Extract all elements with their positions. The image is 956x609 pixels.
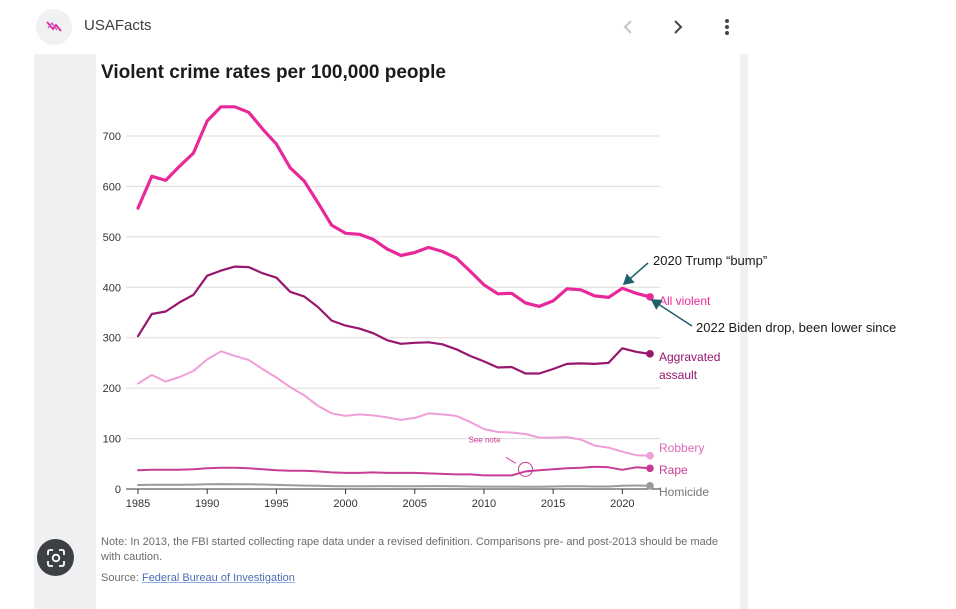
series-line-rape <box>137 465 651 477</box>
y-tick-label: 400 <box>103 282 121 294</box>
series-label-robbery: Robbery <box>659 441 704 455</box>
chart-note: Note: In 2013, the FBI started collectin… <box>101 536 718 563</box>
series-label-aggravated_assault: Aggravated <box>659 350 720 364</box>
chart-source: Source: Federal Bureau of Investigation <box>101 572 295 584</box>
more-vert-icon <box>725 19 729 35</box>
annotation-trump: 2020 Trump “bump” <box>653 253 768 268</box>
series-label-homicide: Homicide <box>659 485 709 499</box>
series-line-homicide <box>137 483 651 488</box>
source-prefix: Source: <box>101 572 142 584</box>
end-point-homicide <box>646 482 654 490</box>
left-panel <box>34 54 96 609</box>
forward-button[interactable] <box>664 13 692 41</box>
x-tick-label: 2005 <box>403 498 427 510</box>
app-title: USAFacts <box>84 17 152 34</box>
x-tick-label: 2015 <box>541 498 565 510</box>
x-tick-label: 2020 <box>610 498 634 510</box>
end-point-robbery <box>646 451 654 460</box>
end-point-all_violent <box>646 293 654 301</box>
see-note-label: See note <box>469 435 502 444</box>
x-tick-label: 1985 <box>126 498 150 510</box>
series-line-aggravated_assault <box>136 265 652 375</box>
chart-title: Violent crime rates per 100,000 people <box>101 62 446 83</box>
y-tick-label: 100 <box>103 434 121 446</box>
annotation-biden: 2022 Biden drop, been lower since <box>696 320 897 335</box>
x-tick-label: 2000 <box>333 498 357 510</box>
y-tick-label: 200 <box>103 383 121 395</box>
y-tick-label: 300 <box>103 333 121 345</box>
series-label-aggravated_assault: assault <box>659 368 698 382</box>
series-label-rape: Rape <box>659 463 688 477</box>
series-line-all_violent <box>136 105 652 308</box>
usafacts-flag-icon[interactable] <box>36 9 72 45</box>
series-line-robbery <box>137 350 651 457</box>
y-tick-label: 500 <box>103 232 121 244</box>
google-lens-icon <box>46 548 65 567</box>
source-link[interactable]: Federal Bureau of Investigation <box>141 572 295 584</box>
see-note-circle <box>517 461 533 477</box>
end-point-rape <box>646 464 654 473</box>
app-bar: USAFacts <box>0 0 956 54</box>
right-panel <box>740 54 748 609</box>
annotation-arrow-biden <box>650 299 693 327</box>
chevron-left-icon <box>623 20 632 34</box>
x-tick-label: 1995 <box>264 498 288 510</box>
annotation-arrow-trump <box>622 262 649 285</box>
y-tick-label: 700 <box>103 131 121 143</box>
back-button[interactable] <box>614 13 642 41</box>
lens-button[interactable] <box>37 539 74 576</box>
see-note-leader <box>505 456 517 464</box>
more-options-button[interactable] <box>713 13 741 41</box>
series-label-all_violent: All violent <box>659 294 711 308</box>
x-tick-label: 2010 <box>472 498 496 510</box>
chart-card <box>96 54 740 609</box>
chevron-right-icon <box>674 20 683 34</box>
y-tick-label: 600 <box>103 181 121 193</box>
x-tick-label: 1990 <box>195 498 219 510</box>
y-tick-label: 0 <box>115 484 121 496</box>
end-point-aggravated_assault <box>646 350 654 358</box>
